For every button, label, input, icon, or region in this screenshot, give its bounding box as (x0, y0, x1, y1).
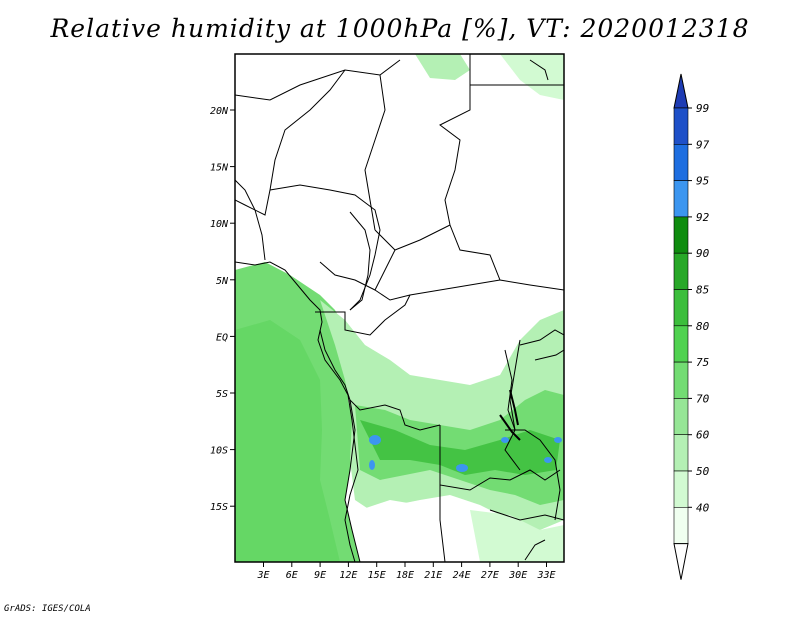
saturation-spot-6 (554, 437, 562, 443)
humidity-area-northeast (415, 54, 470, 80)
humidity-area-southdry (360, 500, 445, 562)
colorbar-segment (673, 252, 689, 290)
colorbar-segment (673, 107, 689, 145)
map-frame (234, 53, 565, 563)
colorbar-segment (673, 434, 689, 472)
colorbar-label: 50 (696, 465, 710, 478)
colorbar-segment (673, 325, 689, 363)
colorbar-label: 90 (696, 247, 710, 260)
lon-label: 33E (536, 570, 555, 581)
longitude-axis: 3E 6E 9E 12E 15E 18E 21E 24E 27E 30E 33E (256, 562, 556, 581)
humidity-field (235, 54, 564, 562)
lat-label: 5N (216, 276, 229, 287)
colorbar-label: 99 (696, 102, 709, 115)
lat-label: 15S (210, 502, 228, 513)
lon-label: 3E (256, 570, 269, 581)
colorbar-segment (673, 361, 689, 399)
colorbar-label: 95 (696, 175, 709, 188)
humidity-area-southeast (470, 510, 564, 562)
humidity-area-ocean-core (235, 320, 340, 562)
map-title: Relative humidity at 1000hPa [%], VT: 20… (50, 14, 750, 43)
lon-label: 27E (481, 570, 499, 581)
lon-label: 9E (314, 570, 326, 581)
saturation-spot-3 (456, 464, 468, 472)
colorbar-label: 80 (696, 320, 710, 333)
humidity-area-belt-core (360, 420, 560, 475)
saturation-spot-2 (369, 460, 375, 470)
humidity-area-belt (355, 390, 564, 505)
colorbar-segment (673, 216, 689, 254)
colorbar-segment (673, 180, 689, 218)
latitude-axis: 20N 15N 10N 5N EQ 5S 10S 15S (210, 106, 235, 513)
lat-label: 20N (210, 106, 229, 117)
lon-label: 6E (286, 570, 298, 581)
colorbar: 99 97 95 92 90 85 80 75 70 60 50 40 (673, 73, 710, 580)
saturation-spot-5 (544, 457, 552, 463)
saturation-spot-4 (501, 437, 509, 443)
lon-label: 18E (396, 570, 414, 581)
colorbar-top-arrow (673, 73, 689, 109)
lon-label: 30E (508, 570, 527, 581)
lat-label: 10N (210, 219, 229, 230)
colorbar-bottom-arrow (673, 543, 689, 580)
credit-text: GrADS: IGES/COLA (4, 604, 91, 614)
colorbar-segment (673, 289, 689, 327)
humidity-area-northeast-2 (500, 54, 564, 100)
lat-label: EQ (216, 332, 228, 343)
colorbar-label: 97 (696, 138, 710, 151)
colorbar-label: 60 (696, 429, 710, 442)
lat-label: 15N (210, 163, 229, 174)
lat-label: 10S (210, 446, 228, 457)
lon-label: 21E (424, 570, 442, 581)
coastline (235, 59, 549, 562)
colorbar-label: 92 (696, 211, 710, 224)
lat-label: 5S (216, 389, 228, 400)
colorbar-segment (673, 470, 689, 508)
colorbar-label: 40 (696, 501, 710, 514)
colorbar-segment (673, 398, 689, 435)
saturation-spot-1 (369, 435, 381, 445)
lon-label: 15E (368, 570, 386, 581)
lon-label: 24E (453, 570, 471, 581)
colorbar-segment (673, 144, 689, 181)
colorbar-label: 75 (696, 356, 709, 369)
colorbar-label: 70 (696, 392, 710, 405)
colorbar-segment (673, 506, 689, 544)
lon-label: 12E (339, 570, 357, 581)
colorbar-label: 85 (696, 284, 709, 297)
